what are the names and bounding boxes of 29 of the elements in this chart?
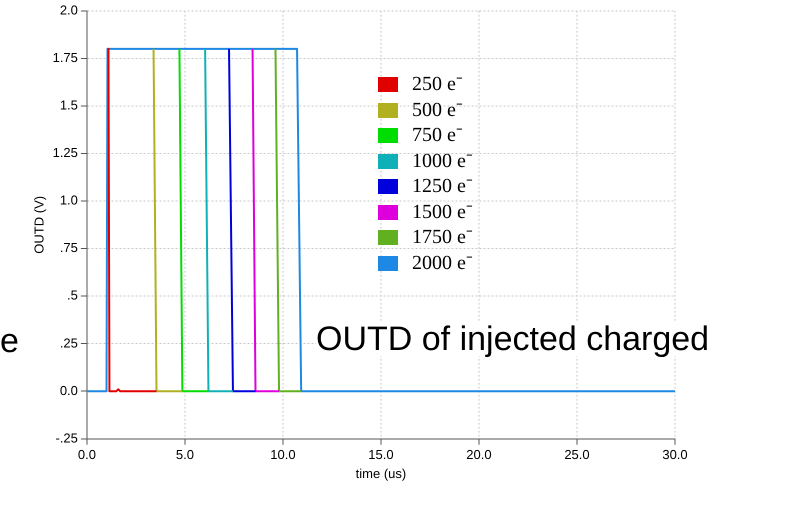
legend-label: 750 e⁻ xyxy=(412,123,463,148)
y-tick-label: 1.25 xyxy=(52,145,78,160)
y-tick-label: -.25 xyxy=(55,430,78,446)
legend-label: 1000 e⁻ xyxy=(412,148,473,174)
y-tick-label: .75 xyxy=(60,240,78,256)
text: e xyxy=(0,322,19,360)
x-tick-label: 15.0 xyxy=(368,447,394,462)
x-axis-title: time (us) xyxy=(356,466,406,481)
x-tick-label: 25.0 xyxy=(564,447,590,462)
x-tick-label: 30.0 xyxy=(662,447,688,462)
x-tick-label: 10.0 xyxy=(270,447,296,462)
legend-label: 1750 e⁻ xyxy=(412,225,473,250)
legend-label: 1250 e⁻ xyxy=(412,174,473,199)
y-axis-title: OUTD (V) xyxy=(31,196,46,254)
legend-label: 500 e⁻ xyxy=(412,98,463,122)
y-tick-label: .25 xyxy=(60,335,78,350)
y-tick-label: .5 xyxy=(67,288,78,303)
y-tick-label: 1.75 xyxy=(52,50,78,65)
y-tick-label: 1.0 xyxy=(60,192,78,208)
x-tick-label: 0.0 xyxy=(78,447,96,462)
legend-label: 1500 e⁻ xyxy=(412,200,473,224)
y-tick-label: 0.0 xyxy=(60,382,78,398)
annotation: OUTD of injected charged xyxy=(316,320,710,358)
legend-label: 250 e⁻ xyxy=(412,72,463,97)
y-tick-label: 1.5 xyxy=(60,97,78,112)
y-tick-label: 2.0 xyxy=(60,2,78,18)
legend-label: 2000 e⁻ xyxy=(412,250,473,276)
x-tick-label: 5.0 xyxy=(176,447,194,462)
x-tick-label: 20.0 xyxy=(466,447,492,462)
